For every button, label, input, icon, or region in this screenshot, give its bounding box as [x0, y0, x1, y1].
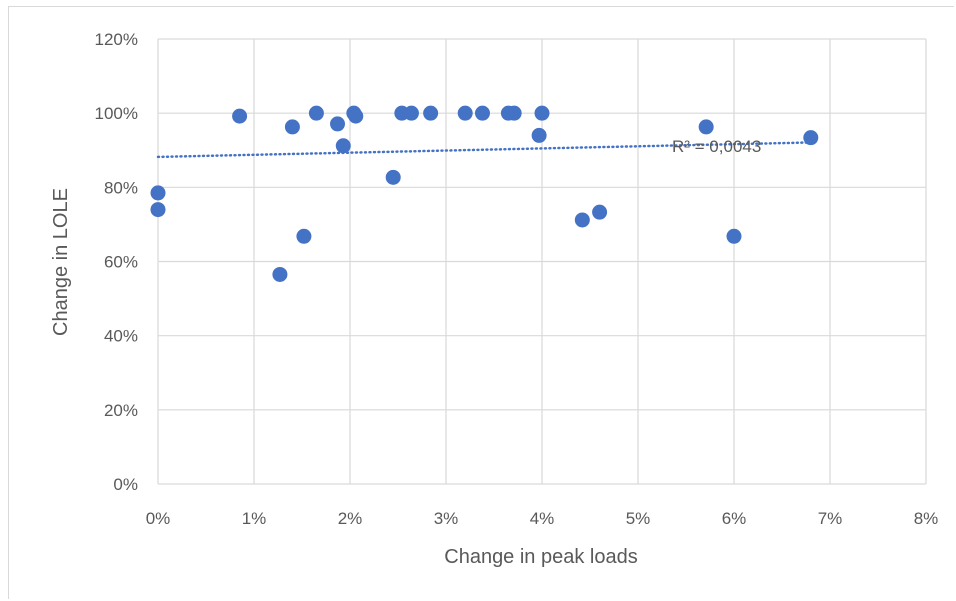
- x-axis-title: Change in peak loads: [444, 546, 637, 568]
- data-point: [592, 204, 608, 220]
- data-point: [335, 138, 351, 154]
- data-point: [330, 116, 346, 132]
- x-tick-label: 6%: [722, 509, 747, 528]
- data-point: [403, 105, 419, 121]
- trendline-group: [156, 141, 813, 159]
- x-tick-label: 7%: [818, 509, 843, 528]
- y-tick-label: 40%: [104, 327, 138, 346]
- data-point: [531, 127, 547, 143]
- trendline-r2-label: R² = 0,0043: [672, 137, 761, 156]
- data-point: [423, 105, 439, 121]
- data-point: [803, 130, 819, 146]
- y-axis-title: Change in LOLE: [50, 188, 72, 336]
- gridlines: [157, 38, 927, 485]
- data-point: [574, 212, 590, 228]
- data-point: [726, 228, 742, 244]
- y-tick-label: 120%: [95, 30, 138, 49]
- data-point: [474, 105, 490, 121]
- data-point: [308, 105, 324, 121]
- data-point: [272, 266, 288, 282]
- data-point: [506, 105, 522, 121]
- data-point: [534, 105, 550, 121]
- y-tick-label: 60%: [104, 253, 138, 272]
- x-tick-labels: 0% 1% 2% 3% 4% 5% 6% 7% 8%: [146, 509, 939, 528]
- x-tick-label: 5%: [626, 509, 651, 528]
- trendline: [156, 141, 813, 159]
- data-point: [284, 119, 300, 135]
- x-tick-label: 4%: [530, 509, 555, 528]
- x-tick-label: 8%: [914, 509, 939, 528]
- x-tick-label: 3%: [434, 509, 459, 528]
- data-point: [385, 169, 401, 185]
- data-point: [348, 108, 364, 124]
- data-points: [150, 105, 819, 282]
- data-point: [150, 185, 166, 201]
- data-point: [150, 202, 166, 218]
- y-tick-label: 80%: [104, 178, 138, 197]
- y-tick-label: 100%: [95, 104, 138, 123]
- y-tick-label: 0%: [113, 475, 138, 494]
- x-tick-label: 1%: [242, 509, 267, 528]
- y-tick-label: 20%: [104, 401, 138, 420]
- x-tick-label: 2%: [338, 509, 363, 528]
- data-point: [457, 105, 473, 121]
- data-point: [296, 228, 312, 244]
- data-point: [232, 108, 248, 124]
- x-tick-label: 0%: [146, 509, 171, 528]
- chart-frame: [8, 6, 954, 599]
- data-point: [698, 119, 714, 135]
- y-tick-labels: 0% 20% 40% 60% 80% 100% 120%: [95, 30, 138, 494]
